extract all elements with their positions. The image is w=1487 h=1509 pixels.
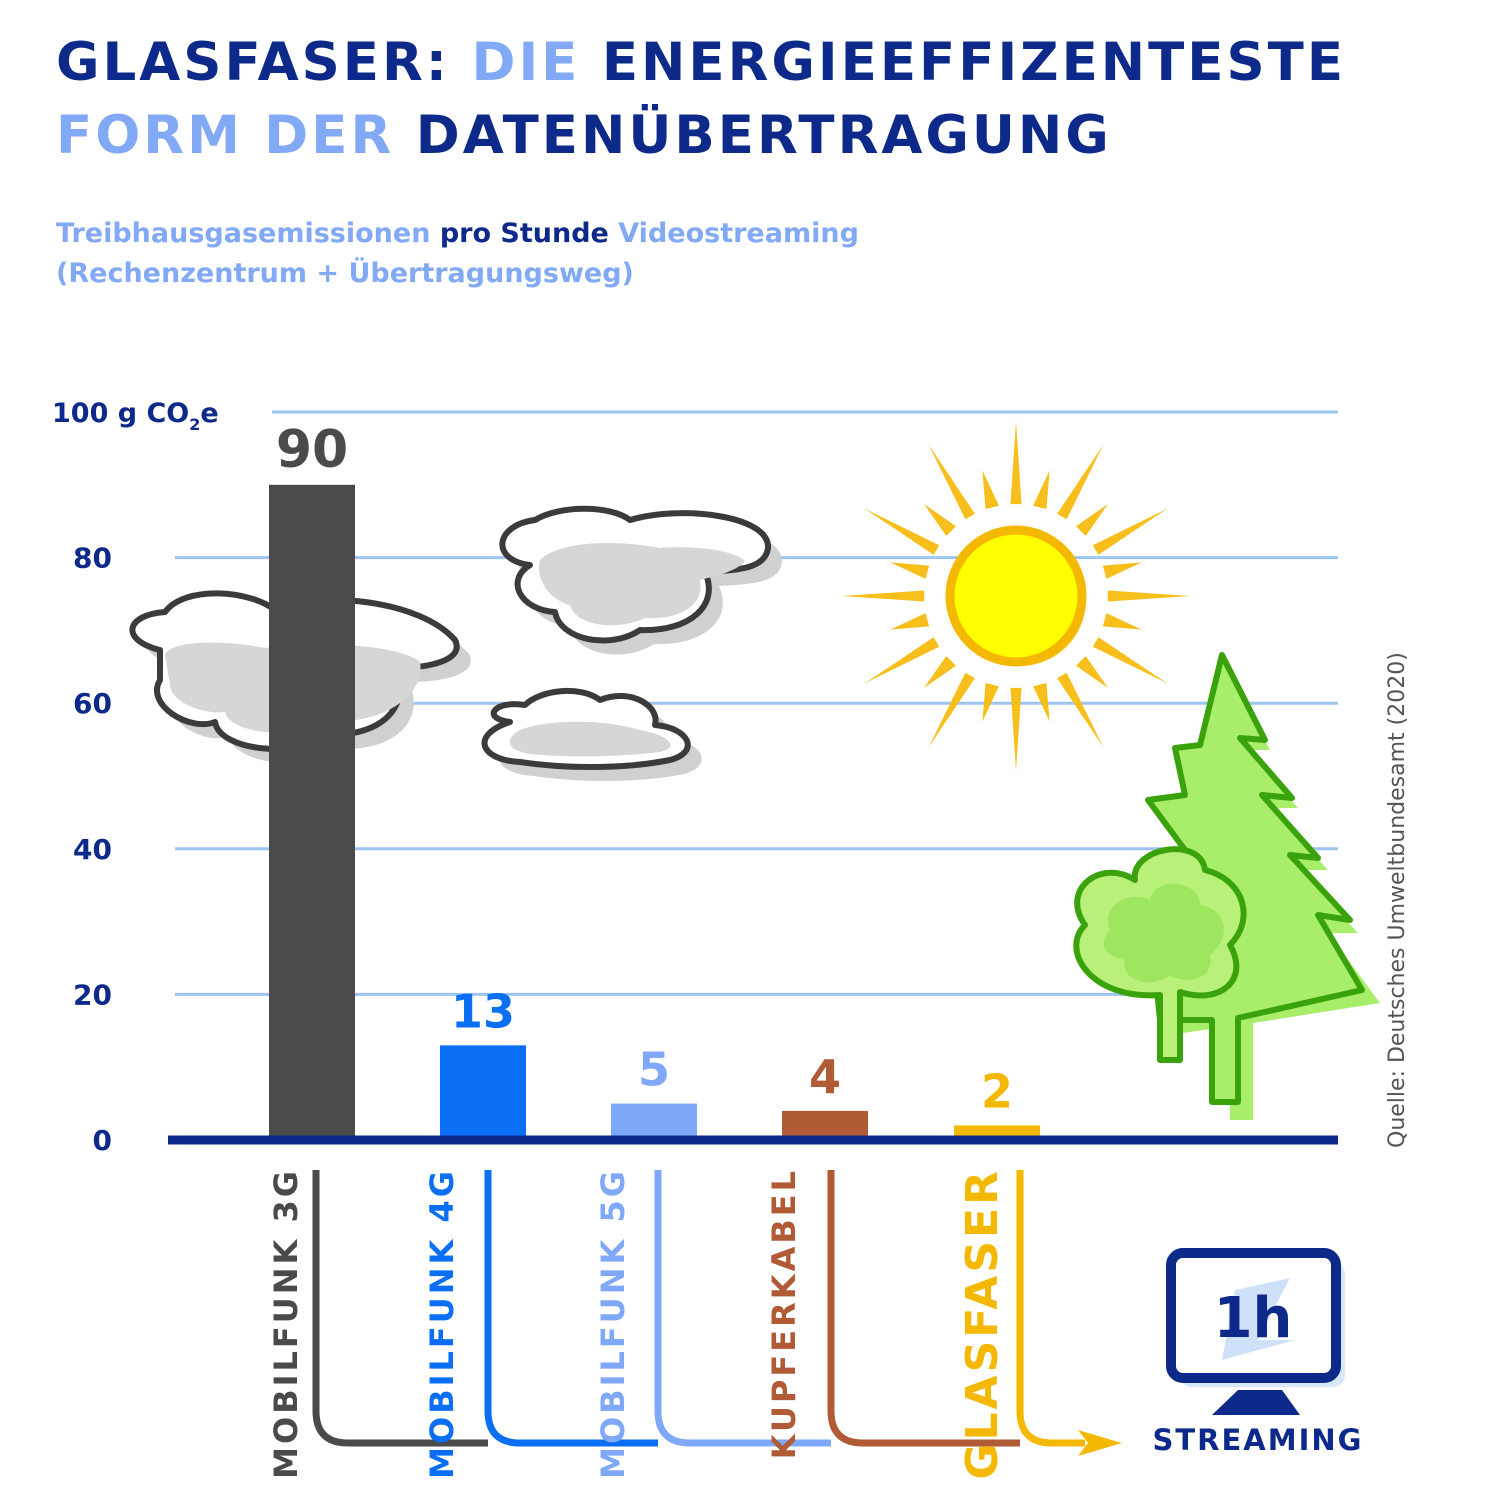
sun-ray — [890, 613, 930, 630]
sun-ray — [924, 655, 957, 688]
sun-ray — [1010, 421, 1022, 505]
category-label: MOBILFUNK 3G — [267, 1168, 305, 1479]
value-label: 90 — [276, 420, 348, 480]
title-word-energieeffizienteste: ENERGIEEFFIZENTESTE — [601, 32, 1347, 93]
y-tick-label: 0 — [93, 1124, 112, 1157]
y-tick-label: 40 — [73, 833, 112, 866]
connector-lines — [312, 1170, 1085, 1447]
sun-ray — [841, 590, 925, 602]
monitor-text: 1h — [1214, 1286, 1293, 1351]
bar — [782, 1110, 868, 1140]
monitor-icon: 1h — [1166, 1248, 1345, 1415]
y-axis-unit-label: 100 g CO2e — [52, 398, 219, 434]
bar — [269, 484, 355, 1140]
sun-ray — [1107, 590, 1191, 602]
value-label: 2 — [981, 1064, 1013, 1118]
subtitle-line-1: Treibhausgasemissionen pro Stunde Videos… — [56, 218, 859, 249]
title-word-form-der: FORM DER — [56, 105, 395, 166]
category-label: MOBILFUNK 5G — [594, 1168, 632, 1479]
connector-line — [1016, 1170, 1085, 1447]
sun-ray — [1102, 562, 1142, 579]
sun-ray — [1057, 672, 1104, 748]
value-label: 13 — [451, 984, 515, 1038]
sun-ray — [1033, 682, 1050, 722]
value-label: 4 — [809, 1050, 841, 1104]
y-unit-prefix: 100 g CO — [52, 398, 189, 429]
sun-ray — [1102, 613, 1142, 630]
subtitle-part-a: Treibhausgasemissionen — [56, 218, 431, 249]
sun-icon — [841, 421, 1191, 771]
value-label: 5 — [638, 1043, 670, 1097]
deciduous-tree-icon — [1073, 846, 1247, 1063]
sun-ray — [1033, 470, 1050, 510]
category-label: KUPFERKABEL — [765, 1168, 803, 1459]
sun-ray — [928, 672, 975, 748]
bar — [440, 1045, 526, 1140]
y-unit-suffix: e — [200, 398, 218, 429]
title-word-datenuebertragung: DATENÜBERTRAGUNG — [415, 105, 1112, 166]
sun-ray — [864, 637, 940, 684]
streaming-label: STREAMING — [1153, 1423, 1364, 1457]
sun-ray — [1010, 687, 1022, 771]
y-axis-ticks: 0 20 40 60 80 — [73, 542, 112, 1157]
category-labels: MOBILFUNK 3G MOBILFUNK 4G MOBILFUNK 5G KUPF… — [267, 1168, 1008, 1480]
bars — [269, 484, 1040, 1140]
sun-ray — [1057, 444, 1104, 520]
monitor-stand — [1212, 1390, 1300, 1415]
sun-ray — [1092, 637, 1168, 684]
subtitle-part-c: Videostreaming — [618, 218, 859, 249]
title-word-die: DIE — [471, 32, 581, 93]
y-unit-subscript: 2 — [189, 415, 200, 434]
category-label: MOBILFUNK 4G — [423, 1168, 461, 1479]
sun-ray — [928, 444, 975, 520]
sun-ray — [1075, 504, 1108, 537]
subtitle-part-b: pro Stunde — [439, 218, 609, 249]
sun-ray — [1092, 508, 1168, 555]
title-word-glasfaser: GLASFASER: — [56, 32, 450, 93]
category-label: GLASFASER — [957, 1168, 1008, 1480]
cloud-icon — [499, 505, 783, 655]
y-tick-label: 20 — [73, 978, 112, 1011]
subtitle-line-2: (Rechenzentrum + Übertragungsweg) — [56, 258, 634, 289]
sun-ray — [982, 682, 999, 722]
y-tick-label: 80 — [73, 542, 112, 575]
title-line-1: GLASFASER: DIE ENERGIEEFFIZENTESTE — [56, 32, 1346, 93]
y-tick-label: 60 — [73, 687, 112, 720]
cloud-icon — [481, 687, 702, 781]
sun-disc — [945, 525, 1087, 667]
connector-line — [312, 1170, 488, 1447]
source-note: Quelle: Deutsches Umweltbundesamt (2020) — [1385, 652, 1410, 1148]
bar — [611, 1103, 697, 1140]
sun-ray — [982, 470, 999, 510]
connector-line — [654, 1170, 831, 1447]
sun-ray — [1075, 655, 1108, 688]
value-labels: 90 13 5 4 2 — [276, 420, 1013, 1119]
screen-glare — [1222, 1278, 1295, 1360]
sun-ray — [864, 508, 940, 555]
sun-ray — [890, 562, 930, 579]
connector-line — [827, 1170, 1020, 1447]
connector-line — [484, 1170, 658, 1447]
title-line-2: FORM DER DATENÜBERTRAGUNG — [56, 105, 1112, 166]
sun-ray — [924, 504, 957, 537]
arrow-head-icon — [1078, 1430, 1122, 1456]
